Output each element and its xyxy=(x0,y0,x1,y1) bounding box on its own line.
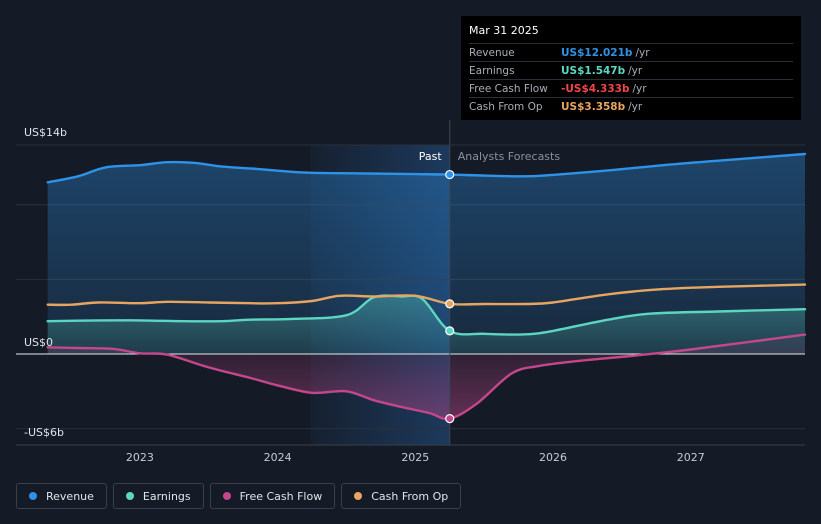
x-tick-label: 2027 xyxy=(677,451,705,464)
tooltip-row-free-cash-flow: Free Cash Flow -US$4.333b /yr xyxy=(469,79,793,97)
tooltip-value: US$3.358b xyxy=(561,100,626,113)
legend: Revenue Earnings Free Cash Flow Cash Fro… xyxy=(16,483,462,509)
tooltip-value: -US$4.333b xyxy=(561,82,630,95)
legend-item-cash-from-op[interactable]: Cash From Op xyxy=(341,483,462,509)
tooltip-label: Free Cash Flow xyxy=(469,82,548,95)
y-axis-zero-label: US$0 xyxy=(24,336,53,349)
y-axis-bottom-label: -US$6b xyxy=(24,426,64,439)
cfo-line xyxy=(46,283,807,307)
legend-label: Revenue xyxy=(46,489,94,503)
legend-label: Earnings xyxy=(142,489,191,503)
fcf-area xyxy=(47,334,805,419)
fcf-marker xyxy=(445,414,455,424)
legend-label: Free Cash Flow xyxy=(239,489,323,503)
x-axis-ticks: 2023 2024 2025 2026 2027 xyxy=(126,451,705,464)
series-lines xyxy=(46,152,807,421)
legend-item-earnings[interactable]: Earnings xyxy=(112,483,204,509)
legend-dot-icon xyxy=(354,492,363,500)
series-areas xyxy=(47,154,805,419)
hover-markers xyxy=(445,169,455,424)
revenue-line xyxy=(46,152,807,184)
tooltip-label: Earnings xyxy=(469,64,515,77)
cfo-marker xyxy=(445,299,455,309)
legend-item-free-cash-flow[interactable]: Free Cash Flow xyxy=(209,483,336,509)
tooltip-row-cash-from-op: Cash From Op US$3.358b /yr xyxy=(469,97,793,115)
legend-item-revenue[interactable]: Revenue xyxy=(16,483,107,509)
earnings-marker xyxy=(445,326,455,336)
x-tick-label: 2023 xyxy=(126,451,154,464)
tooltip-unit: /yr xyxy=(628,64,643,77)
tooltip-value: US$1.547b xyxy=(561,64,626,77)
forecast-label: Analysts Forecasts xyxy=(458,150,561,163)
x-tick-label: 2026 xyxy=(539,451,567,464)
tooltip-row-revenue: Revenue US$12.021b /yr xyxy=(469,43,793,61)
legend-dot-icon xyxy=(29,492,37,500)
tooltip: Mar 31 2025 Revenue US$12.021b /yr Earni… xyxy=(461,16,801,120)
y-axis-top-label: US$14b xyxy=(24,126,67,139)
past-label: Past xyxy=(419,150,443,163)
tooltip-unit: /yr xyxy=(628,100,643,113)
legend-dot-icon xyxy=(125,492,134,500)
tooltip-date: Mar 31 2025 xyxy=(469,24,539,37)
revenue-marker xyxy=(445,169,455,180)
legend-label: Cash From Op xyxy=(371,489,449,503)
tooltip-value: US$12.021b xyxy=(561,46,633,59)
x-tick-label: 2024 xyxy=(264,451,292,464)
tooltip-label: Revenue xyxy=(469,46,515,59)
tooltip-unit: /yr xyxy=(632,82,647,95)
tooltip-unit: /yr xyxy=(635,46,650,59)
tooltip-label: Cash From Op xyxy=(469,100,543,113)
fcf-line xyxy=(46,333,807,421)
legend-dot-icon xyxy=(222,492,231,500)
tooltip-row-earnings: Earnings US$1.547b /yr xyxy=(469,61,793,79)
earnings-area xyxy=(47,295,805,354)
x-tick-label: 2025 xyxy=(401,451,429,464)
